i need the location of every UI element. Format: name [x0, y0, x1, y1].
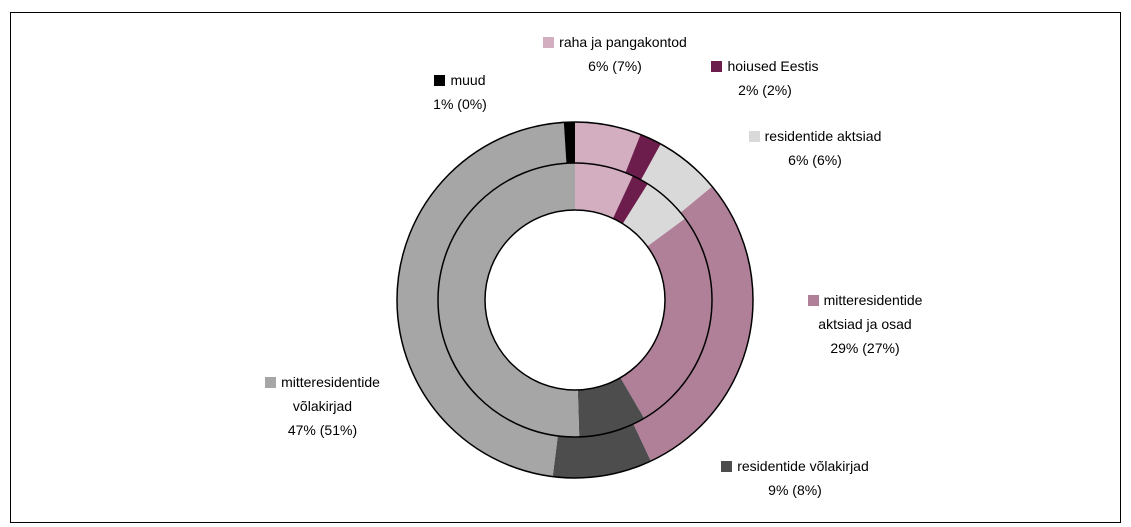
donut-segment [620, 218, 712, 419]
category-label: muud [450, 72, 486, 88]
frame [10, 12, 1121, 523]
donut-segment [397, 122, 567, 477]
category-label: residentide võlakirjad [737, 458, 869, 474]
value-label: 6% (6%) [788, 152, 842, 168]
ring-outline [484, 209, 666, 391]
ring-outline [396, 121, 754, 479]
data-label: residentide võlakirjad 9% (8%) [695, 454, 895, 502]
donut-segment [575, 122, 641, 173]
value-label: 2% (2%) [738, 82, 792, 98]
data-label: hoiused Eestis 2% (2%) [690, 54, 840, 102]
value-label: 29% (27%) [830, 340, 900, 356]
data-label: mitteresidentide aktsiad ja osad 29% (27%… [790, 288, 940, 360]
data-label: residentide aktsiad 6% (6%) [715, 124, 915, 172]
category-label: mitteresidentide võlakirjad [281, 374, 380, 414]
legend-swatch [711, 61, 723, 72]
category-label: hoiused Eestis [727, 58, 819, 74]
donut-segment [641, 144, 713, 213]
value-label: 9% (8%) [768, 482, 822, 498]
value-label: 1% (0%) [433, 96, 487, 112]
donut-segment [575, 163, 633, 219]
legend-swatch [807, 295, 819, 306]
donut-segment [563, 122, 575, 164]
donut-segment [437, 163, 580, 437]
legend-swatch [543, 37, 555, 48]
category-label: raha ja pangakontod [559, 34, 687, 50]
donut-segment [612, 175, 648, 224]
donut-segment [633, 186, 753, 462]
legend-swatch [721, 461, 733, 472]
category-label: mitteresidentide aktsiad ja osad [818, 292, 923, 332]
ring-outline [437, 162, 713, 438]
donut-segment [622, 183, 686, 247]
legend-swatch [265, 377, 277, 388]
category-label: residentide aktsiad [764, 128, 882, 144]
value-label: 6% (7%) [588, 58, 642, 74]
data-label: mitteresidentide võlakirjad 47% (51%) [240, 370, 405, 442]
donut-segment [625, 134, 661, 180]
legend-swatch [434, 75, 446, 86]
donut-segment [577, 377, 645, 437]
data-label: raha ja pangakontod 6% (7%) [515, 30, 715, 78]
legend-swatch [748, 131, 760, 142]
data-label: muud 1% (0%) [410, 68, 510, 116]
value-label: 47% (51%) [287, 422, 358, 438]
